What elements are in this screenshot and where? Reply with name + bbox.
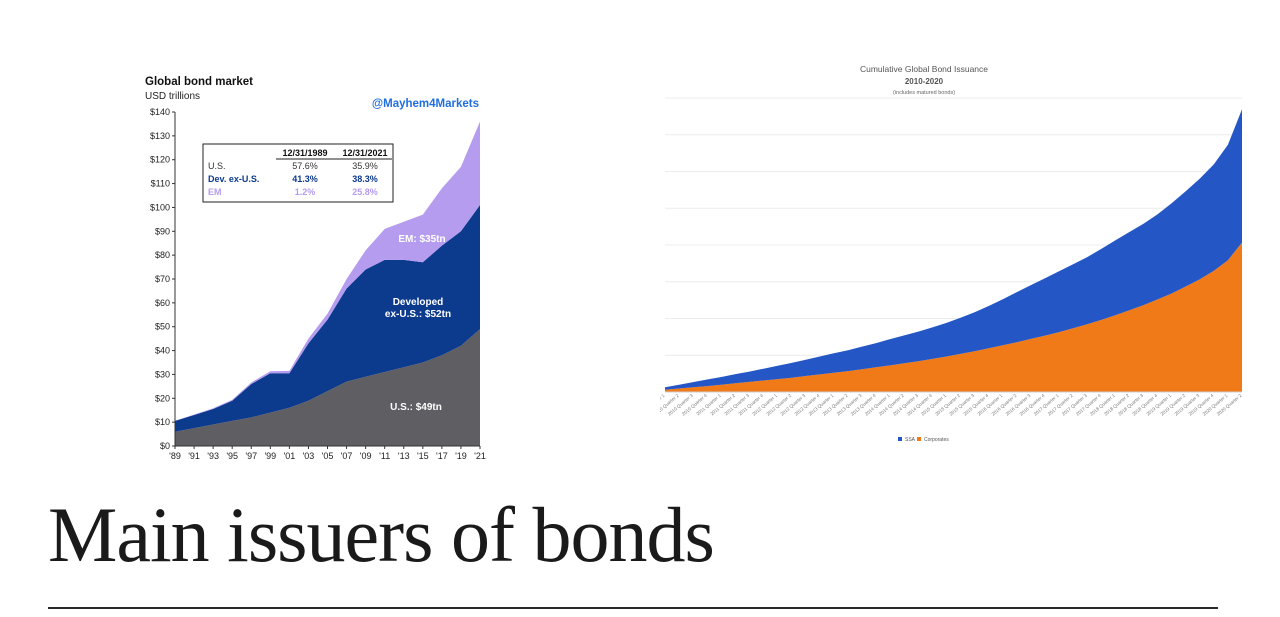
- y-tick-label: $30: [155, 369, 170, 379]
- area-u-s: [175, 329, 480, 446]
- chart1-y-axis: $0 $10 $20 $30 $40 $50 $60 $70 $80 $90 $100 $110 $12…: [150, 107, 176, 451]
- y-tick-label: $120: [150, 155, 170, 165]
- inset-header-1989: 12/31/1989: [282, 148, 327, 158]
- y-tick-label: $130: [150, 131, 170, 141]
- annotation-developed: Developed: [393, 297, 444, 308]
- inset-table-border: [202, 143, 394, 203]
- x-tick-label: '17: [436, 451, 448, 461]
- x-tick-label: '07: [341, 451, 353, 461]
- x-tick-label: '99: [264, 451, 276, 461]
- inset-row-1989: 1.2%: [295, 187, 316, 197]
- chart1-title: Global bond market: [145, 76, 253, 88]
- legend-swatch-ssa: [898, 437, 902, 441]
- x-tick-label: '09: [360, 451, 372, 461]
- x-tick-label: '19: [455, 451, 467, 461]
- title-underline: [48, 607, 1218, 609]
- y-tick-label: $60: [155, 298, 170, 308]
- inset-row-label: EM: [208, 187, 222, 197]
- chart1-plot-area: [175, 121, 480, 446]
- area-dev-ex-u-s: [175, 205, 480, 432]
- area-ssa: [665, 109, 1242, 390]
- legend-label-ssa: SSA: [905, 437, 916, 443]
- x-tick-label: '89: [169, 451, 181, 461]
- legend-label-corporates: Corporates: [924, 437, 949, 443]
- y-tick-label: $110: [151, 179, 170, 189]
- y-tick-label: $90: [155, 226, 170, 236]
- x-tick-label: '15: [417, 451, 429, 461]
- x-tick-label: '03: [303, 451, 315, 461]
- global-bond-market-chart: Global bond market USD trillions @Mayhem…: [145, 76, 486, 461]
- y-tick-label: $100: [150, 202, 170, 212]
- inset-table: 12/31/1989 12/31/2021 U.S. 57.6% 35.9% D…: [202, 143, 394, 203]
- x-tick-label: '21: [474, 451, 486, 461]
- chart1-watermark: @Mayhem4Markets: [372, 98, 479, 110]
- chart1-annotations: EM: $35tn Developed ex-U.S.: $52tn U.S.:…: [385, 234, 451, 413]
- y-tick-label: $10: [155, 417, 170, 427]
- chart2-subtitle: 2010-2020: [905, 77, 944, 86]
- x-tick-label: '13: [398, 451, 410, 461]
- x-tick-label: '05: [322, 451, 334, 461]
- area-corporates: [665, 242, 1242, 392]
- chart2-plot-area: [665, 109, 1242, 392]
- slide-title: Main issuers of bonds: [48, 491, 715, 578]
- inset-header-2021: 12/31/2021: [342, 148, 387, 158]
- inset-row-1989: 57.6%: [292, 161, 318, 171]
- inset-row-2021: 38.3%: [352, 174, 378, 184]
- inset-row-1989: 41.3%: [292, 174, 318, 184]
- inset-row-label: Dev. ex-U.S.: [208, 174, 259, 184]
- y-tick-label: $140: [150, 107, 170, 117]
- inset-row-label: U.S.: [208, 161, 226, 171]
- y-tick-label: $40: [155, 346, 170, 356]
- x-tick-label: '93: [207, 451, 219, 461]
- x-tick-label: '95: [226, 451, 238, 461]
- chart2-legend: SSA Corporates: [898, 437, 949, 443]
- y-tick-label: $70: [155, 274, 170, 284]
- chart2-title: Cumulative Global Bond Issuance: [860, 64, 988, 74]
- x-tick-label: '11: [379, 451, 390, 461]
- y-tick-label: $20: [155, 393, 170, 403]
- x-tick-label: '01: [284, 451, 296, 461]
- x-tick-label: '91: [188, 451, 200, 461]
- legend-swatch-corporates: [917, 437, 921, 441]
- x-tick-label: '97: [245, 451, 257, 461]
- y-tick-label: $50: [155, 322, 170, 332]
- annotation-developed-value: ex-U.S.: $52tn: [385, 309, 451, 320]
- annotation-us: U.S.: $49tn: [390, 402, 442, 413]
- cumulative-bond-issuance-chart: Cumulative Global Bond Issuance 2010-202…: [660, 56, 1256, 452]
- inset-row-2021: 35.9%: [352, 161, 378, 171]
- inset-row-2021: 25.8%: [352, 187, 378, 197]
- chart1-subtitle: USD trillions: [145, 91, 200, 102]
- y-tick-label: $80: [155, 250, 170, 260]
- chart1-x-axis: '89 '91 '93 '95 '97 '99 '01 '03 '05 '07 '09 '11 '13 '…: [169, 445, 486, 461]
- chart2-note: (includes matured bonds): [893, 90, 955, 96]
- y-tick-label: $0: [160, 441, 170, 451]
- annotation-em: EM: $35tn: [398, 234, 445, 245]
